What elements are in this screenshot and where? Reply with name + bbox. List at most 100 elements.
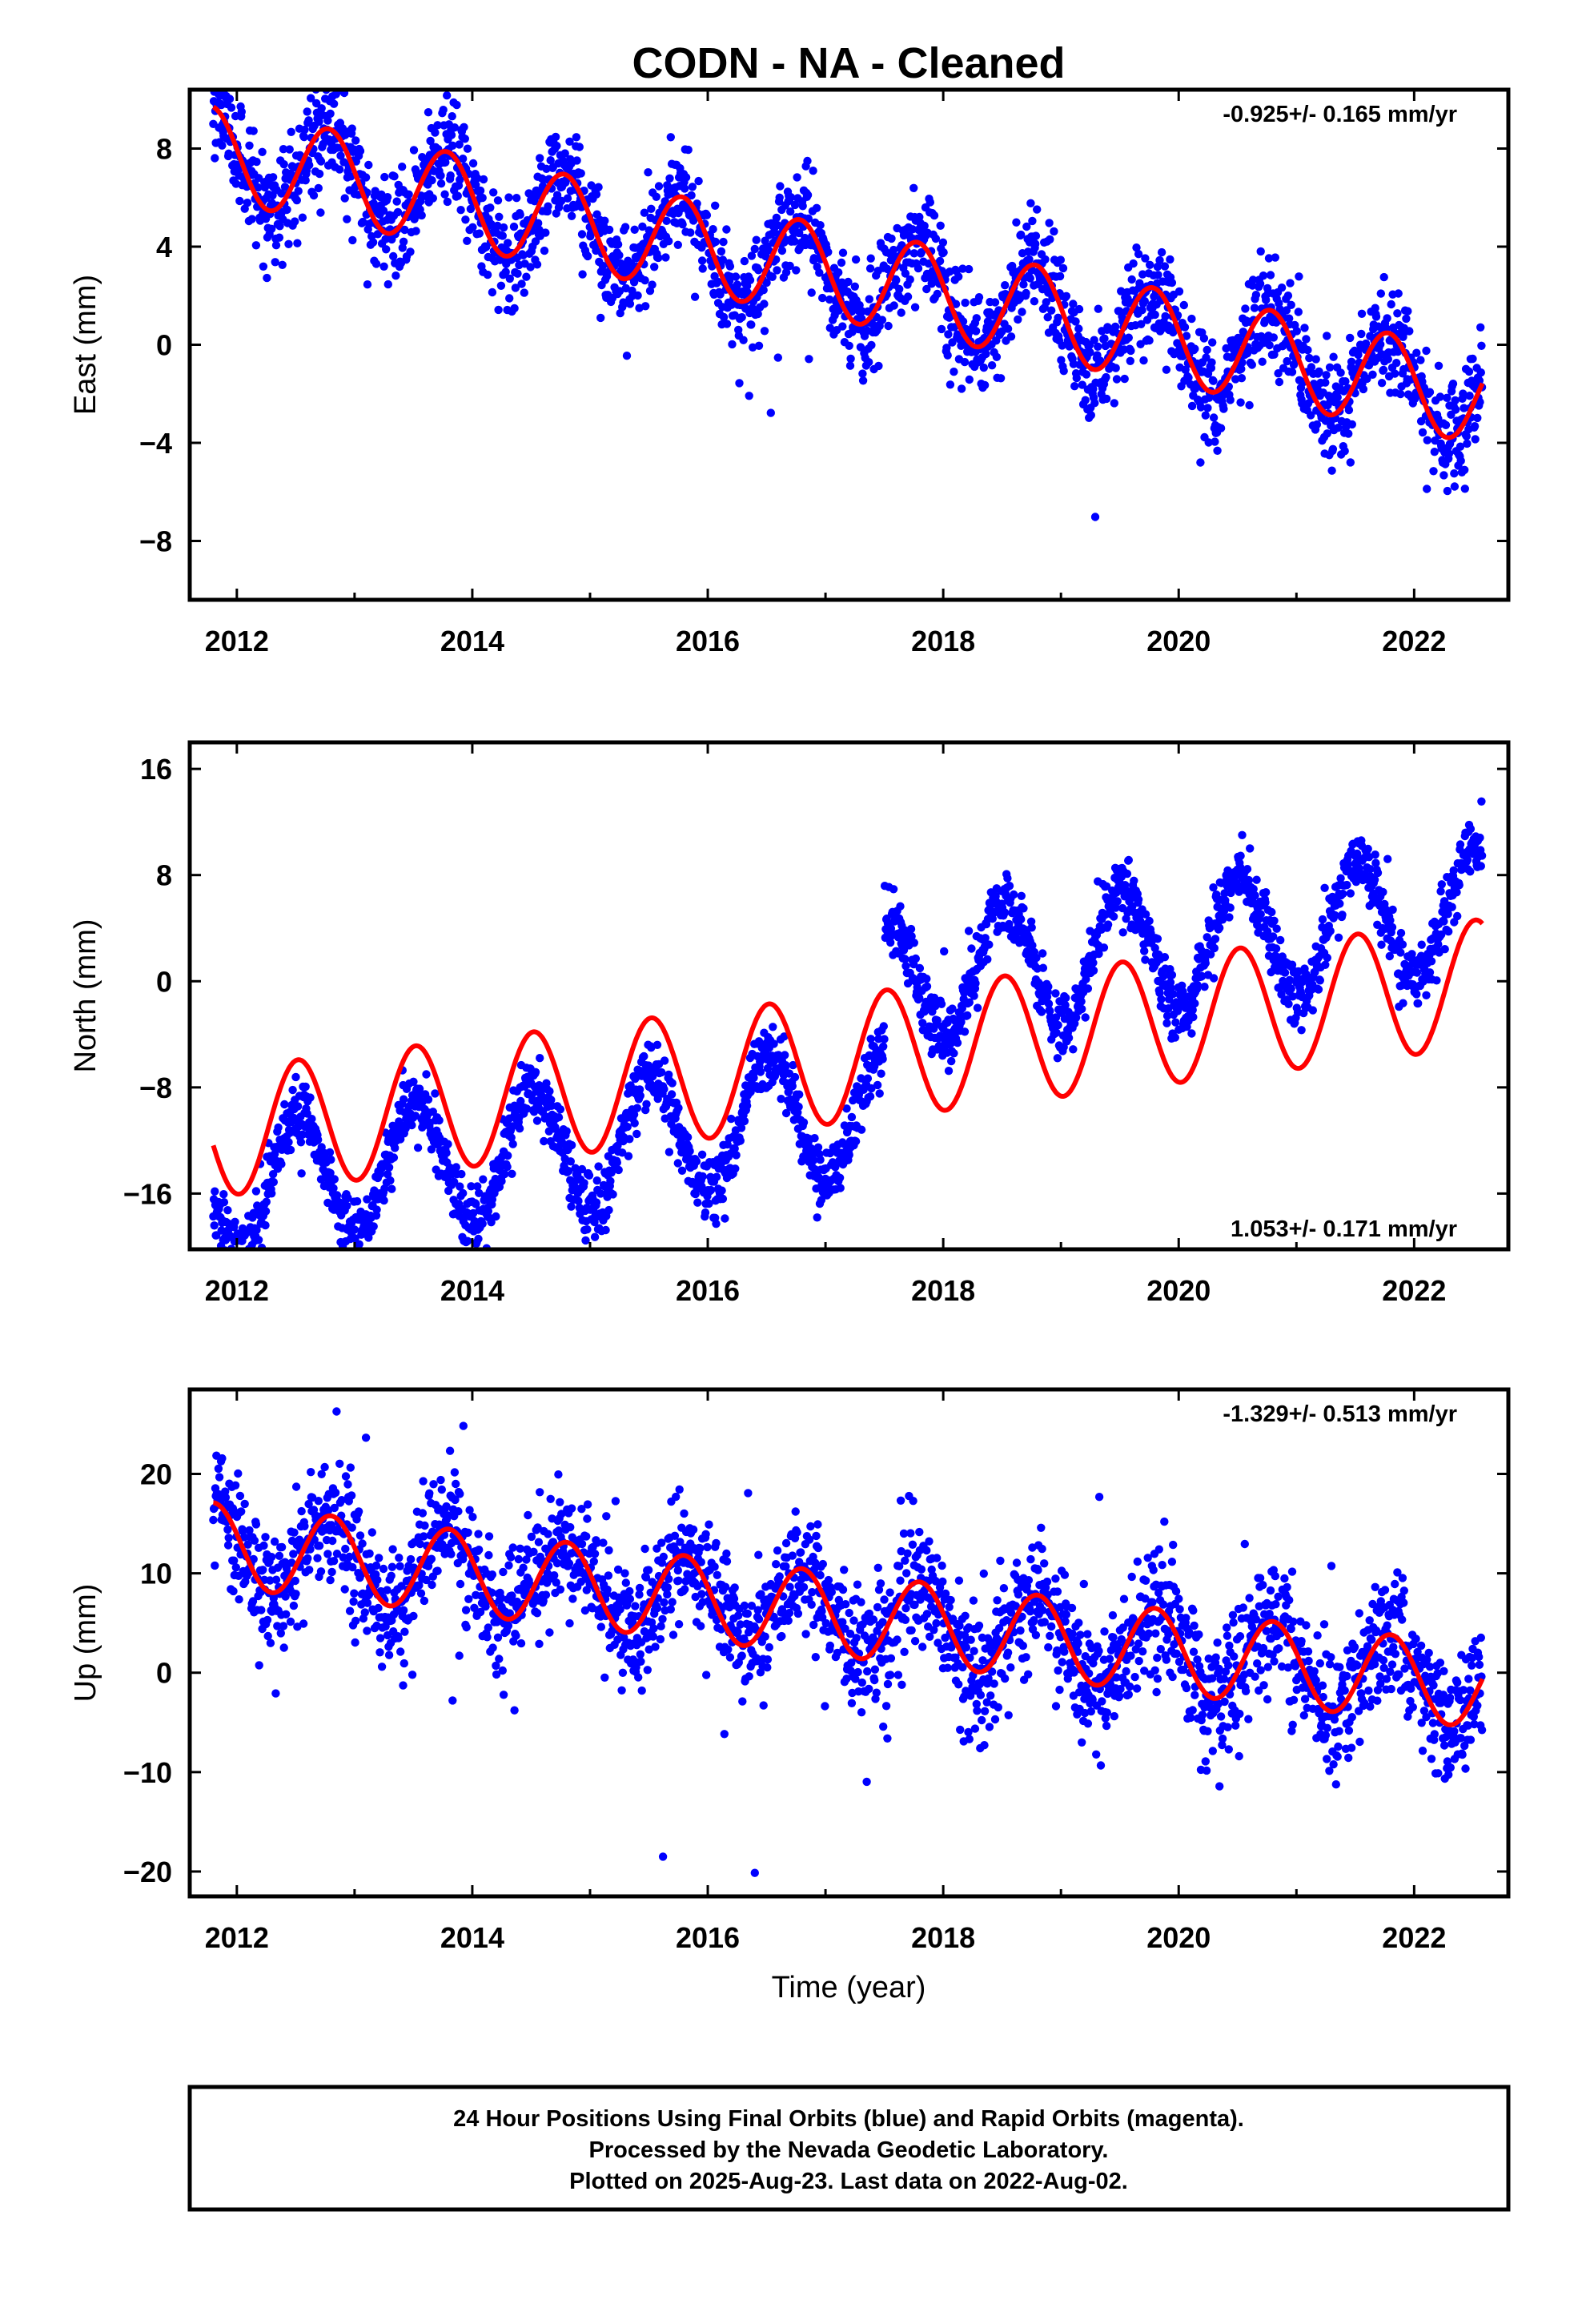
data-point	[958, 264, 967, 273]
data-point	[219, 1198, 229, 1207]
data-point	[1155, 255, 1164, 265]
data-point	[909, 939, 919, 947]
data-point	[1382, 906, 1391, 915]
data-point	[718, 1194, 728, 1204]
data-point	[768, 272, 777, 281]
data-point	[436, 171, 445, 180]
data-point	[484, 1207, 492, 1216]
data-point	[251, 241, 261, 250]
data-point	[1225, 913, 1234, 922]
data-point	[1396, 928, 1406, 938]
data-point	[769, 1039, 778, 1048]
data-point	[1262, 296, 1271, 304]
data-point	[460, 123, 468, 131]
data-point	[1153, 262, 1162, 271]
data-point	[530, 197, 539, 206]
data-point	[452, 100, 461, 110]
data-point	[766, 408, 775, 417]
data-point	[845, 361, 855, 370]
model-line	[211, 104, 1485, 440]
data-point	[895, 284, 904, 294]
data-point	[488, 287, 497, 297]
data-point	[1018, 308, 1026, 316]
data-point	[439, 106, 448, 115]
data-point	[935, 256, 945, 266]
data-point	[1463, 855, 1472, 865]
data-point	[1379, 272, 1388, 282]
data-point	[630, 225, 639, 234]
data-point	[1459, 389, 1468, 398]
data-point	[567, 1202, 576, 1211]
data-point	[711, 201, 720, 210]
data-point	[788, 1082, 797, 1091]
data-point	[1434, 940, 1443, 949]
data-point	[363, 1195, 371, 1204]
data-point	[1282, 306, 1291, 315]
data-point	[261, 1207, 271, 1216]
data-point	[594, 1162, 603, 1171]
data-point	[666, 133, 675, 142]
data-point	[413, 1144, 423, 1152]
data-point	[1005, 882, 1014, 891]
data-point	[1078, 380, 1087, 389]
data-point	[1054, 1020, 1062, 1030]
y-axis-label: East (mm)	[69, 275, 102, 415]
data-point	[392, 197, 401, 206]
data-point	[1074, 304, 1084, 314]
data-point	[1038, 963, 1048, 972]
data-point	[1189, 1012, 1198, 1022]
data-point	[1138, 270, 1147, 279]
data-point	[1346, 889, 1355, 898]
data-point	[476, 186, 485, 195]
data-point	[428, 194, 437, 203]
data-point	[505, 274, 514, 283]
data-point	[964, 927, 974, 935]
data-point	[772, 213, 781, 223]
data-point	[387, 1184, 396, 1193]
data-point	[660, 1084, 669, 1094]
data-point	[532, 186, 541, 195]
data-point	[625, 1135, 634, 1144]
data-point	[219, 1190, 228, 1199]
data-point	[1096, 356, 1105, 365]
data-point	[1140, 296, 1150, 306]
data-point	[1038, 949, 1047, 958]
data-point	[1211, 935, 1220, 943]
x-tick-label: 2022	[1382, 1274, 1446, 1307]
data-point	[1103, 920, 1113, 929]
data-point	[988, 915, 998, 923]
data-point	[1210, 943, 1219, 953]
data-point	[1418, 428, 1427, 437]
data-point	[279, 160, 288, 169]
data-point	[660, 1056, 669, 1065]
data-point	[1028, 216, 1037, 226]
data-point	[1414, 999, 1423, 1008]
data-point	[510, 304, 519, 313]
data-point	[316, 157, 326, 166]
data-point	[1187, 401, 1197, 411]
data-point	[1249, 884, 1258, 894]
data-point	[1432, 976, 1441, 985]
data-point	[505, 294, 514, 303]
data-point	[386, 1176, 395, 1185]
data-point	[1137, 320, 1146, 328]
data-point	[1124, 333, 1134, 342]
data-point	[1425, 388, 1435, 396]
data-point	[526, 263, 535, 271]
y-tick-label: 4	[156, 231, 172, 263]
data-point	[1476, 323, 1485, 332]
data-point	[540, 246, 549, 255]
data-point	[479, 175, 488, 184]
data-point	[1120, 374, 1129, 384]
data-point	[1366, 865, 1375, 874]
data-point	[1283, 356, 1291, 366]
data-point	[845, 341, 853, 350]
data-point	[650, 263, 659, 271]
data-point	[478, 1219, 487, 1228]
data-point	[1444, 449, 1454, 458]
data-point	[1368, 370, 1377, 379]
data-point	[1263, 927, 1272, 936]
data-point	[1184, 373, 1193, 382]
data-point	[1157, 247, 1166, 257]
